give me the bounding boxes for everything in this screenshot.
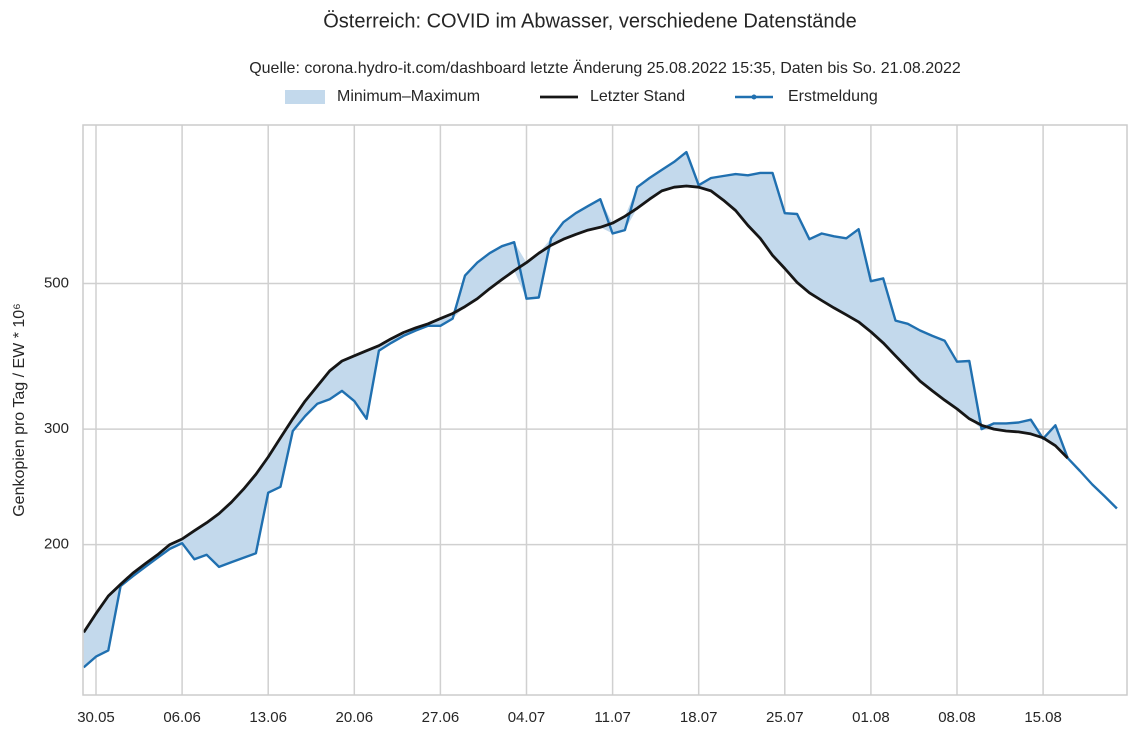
x-tick-label: 11.07 (594, 709, 630, 726)
series-line (82, 150, 1118, 669)
plot-area (82, 150, 1118, 669)
legend: Minimum–Maximum Letzter Stand Erstmeldung (285, 88, 878, 105)
x-tick-label: 04.07 (508, 709, 546, 726)
x-tick-label: 20.06 (336, 709, 374, 726)
x-tick-label: 08.08 (938, 709, 976, 726)
legend-label: Erstmeldung (788, 88, 878, 105)
min-max-band (83, 152, 1117, 668)
legend-marker (751, 94, 757, 100)
legend-swatch (285, 90, 325, 104)
grid (83, 125, 1127, 695)
chart-title: Österreich: COVID im Abwasser, verschied… (323, 10, 857, 32)
x-tick-label: 27.06 (422, 709, 460, 726)
x-tick-label: 13.06 (249, 709, 287, 726)
series-line (82, 184, 1069, 634)
y-tick-label: 500 (44, 274, 69, 291)
legend-label: Minimum–Maximum (337, 88, 480, 105)
x-tick-label: 25.07 (766, 709, 804, 726)
plot-frame (82, 124, 1128, 696)
x-tick-label: 18.07 (680, 709, 718, 726)
x-tick-label: 15.08 (1024, 709, 1062, 726)
y-axis-label: Genkopien pro Tag / EW * 10⁶ (11, 303, 28, 517)
chart-subtitle: Quelle: corona.hydro-it.com/dashboard le… (249, 59, 961, 77)
y-tick-label: 300 (44, 420, 69, 437)
x-tick-label: 06.06 (163, 709, 201, 726)
x-tick-label: 01.08 (852, 709, 890, 726)
legend-label: Letzter Stand (590, 88, 685, 105)
y-tick-label: 200 (44, 536, 69, 553)
x-tick-label: 30.05 (77, 709, 115, 726)
